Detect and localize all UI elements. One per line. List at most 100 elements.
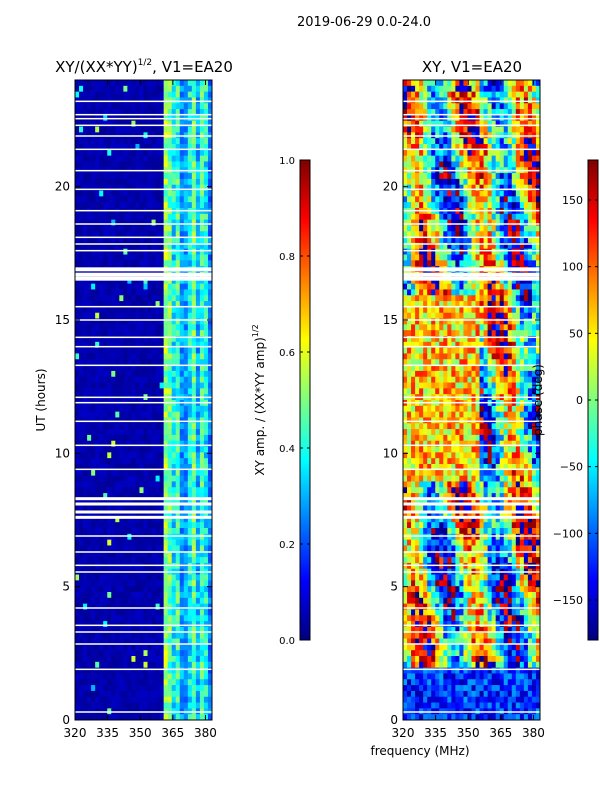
amplitude-cell (147, 184, 152, 191)
amplitude-cell (143, 493, 148, 500)
amplitude-cell (115, 347, 120, 354)
amplitude-cell (179, 138, 185, 145)
phase-cell (435, 237, 440, 244)
amplitude-cell (163, 277, 169, 285)
phase-cell (455, 85, 460, 93)
amplitude-cell (131, 574, 136, 581)
amplitude-cell (115, 173, 120, 180)
amplitude-cell (103, 330, 108, 337)
amplitude-cell (179, 109, 185, 116)
amplitude-cell (107, 388, 112, 395)
phase-cell (495, 260, 501, 267)
amplitude-cell (179, 481, 185, 488)
amplitude-cell (119, 522, 124, 529)
amplitude-cell (111, 516, 116, 523)
amplitude-cell (207, 173, 213, 180)
amplitude-cell (167, 417, 173, 424)
phase-cell (431, 248, 436, 255)
amplitude-cell (135, 504, 140, 511)
amplitude-cell (171, 213, 177, 221)
amplitude-cell (131, 190, 136, 197)
amplitude-cell (203, 423, 209, 430)
amplitude-cell (195, 522, 201, 529)
amplitude-cell (179, 673, 185, 680)
amplitude-cell (95, 592, 100, 599)
amplitude-cell (91, 638, 96, 645)
amplitude-cell (83, 626, 88, 634)
phase-cell (519, 260, 525, 267)
amplitude-cell (91, 283, 96, 290)
amplitude-cell (131, 149, 136, 157)
amplitude-cell (187, 365, 193, 372)
amplitude-cell (143, 644, 148, 651)
amplitude-cell (91, 533, 96, 541)
amplitude-cell (175, 173, 181, 180)
amplitude-cell (99, 301, 104, 308)
phase-cell (507, 248, 513, 255)
amplitude-cell (147, 679, 152, 686)
amplitude-cell (119, 586, 124, 593)
amplitude-cell (107, 330, 112, 337)
amplitude-cell (87, 475, 92, 482)
amplitude-cell (83, 190, 88, 197)
amplitude-cell (115, 533, 120, 541)
amplitude-cell (179, 475, 185, 482)
amplitude-cell (127, 178, 132, 186)
phase-cell (507, 149, 513, 157)
amplitude-cell (123, 341, 128, 349)
amplitude-cell (191, 231, 197, 238)
phase-cell (451, 237, 456, 244)
amplitude-cell (179, 487, 185, 494)
phase-cell (463, 161, 468, 168)
amplitude-cell (207, 493, 213, 500)
amplitude-cell (83, 452, 88, 459)
amplitude-cell (147, 365, 152, 372)
amplitude-cell (83, 516, 88, 523)
amplitude-cell (155, 161, 161, 168)
amplitude-cell (123, 376, 128, 383)
phase-cell (447, 144, 452, 151)
amplitude-cell (171, 650, 177, 657)
amplitude-cell (87, 85, 92, 93)
phase-cell (435, 149, 440, 157)
amplitude-cell (191, 557, 197, 564)
amplitude-cell (75, 522, 80, 529)
amplitude-cell (123, 609, 128, 616)
amplitude-cell (159, 586, 165, 593)
amplitude-cell (95, 173, 100, 180)
amplitude-cell (143, 318, 148, 325)
amplitude-cell (131, 370, 136, 378)
amplitude-cell (195, 144, 201, 151)
flagged-row (75, 668, 212, 671)
phase-cell (443, 85, 448, 93)
amplitude-cell (151, 615, 156, 622)
amplitude-cell (163, 615, 169, 622)
amplitude-cell (151, 318, 156, 325)
amplitude-cell (75, 615, 80, 622)
phase-cell (455, 126, 460, 133)
phase-cell (447, 155, 452, 162)
amplitude-cell (163, 225, 169, 232)
amplitude-cell (131, 237, 136, 244)
phase-cell (499, 126, 505, 133)
amplitude-cell (83, 231, 88, 238)
amplitude-cell (95, 225, 100, 232)
phase-cell (463, 219, 468, 226)
amplitude-cell (175, 248, 181, 255)
amplitude-cell (191, 225, 197, 232)
phase-cell (471, 225, 476, 232)
amplitude-cell (151, 196, 156, 203)
amplitude-cell (75, 475, 80, 482)
amplitude-cell (175, 597, 181, 605)
amplitude-cell (79, 539, 84, 546)
phase-cell (447, 225, 452, 232)
amplitude-cell (95, 661, 100, 669)
amplitude-cell (87, 318, 92, 325)
amplitude-cell (123, 458, 128, 465)
phase-cell (463, 242, 468, 250)
amplitude-cell (163, 533, 169, 541)
phase-cell (507, 260, 513, 267)
phase-cell (411, 149, 416, 157)
amplitude-cell (143, 638, 148, 645)
amplitude-cell (179, 557, 185, 564)
